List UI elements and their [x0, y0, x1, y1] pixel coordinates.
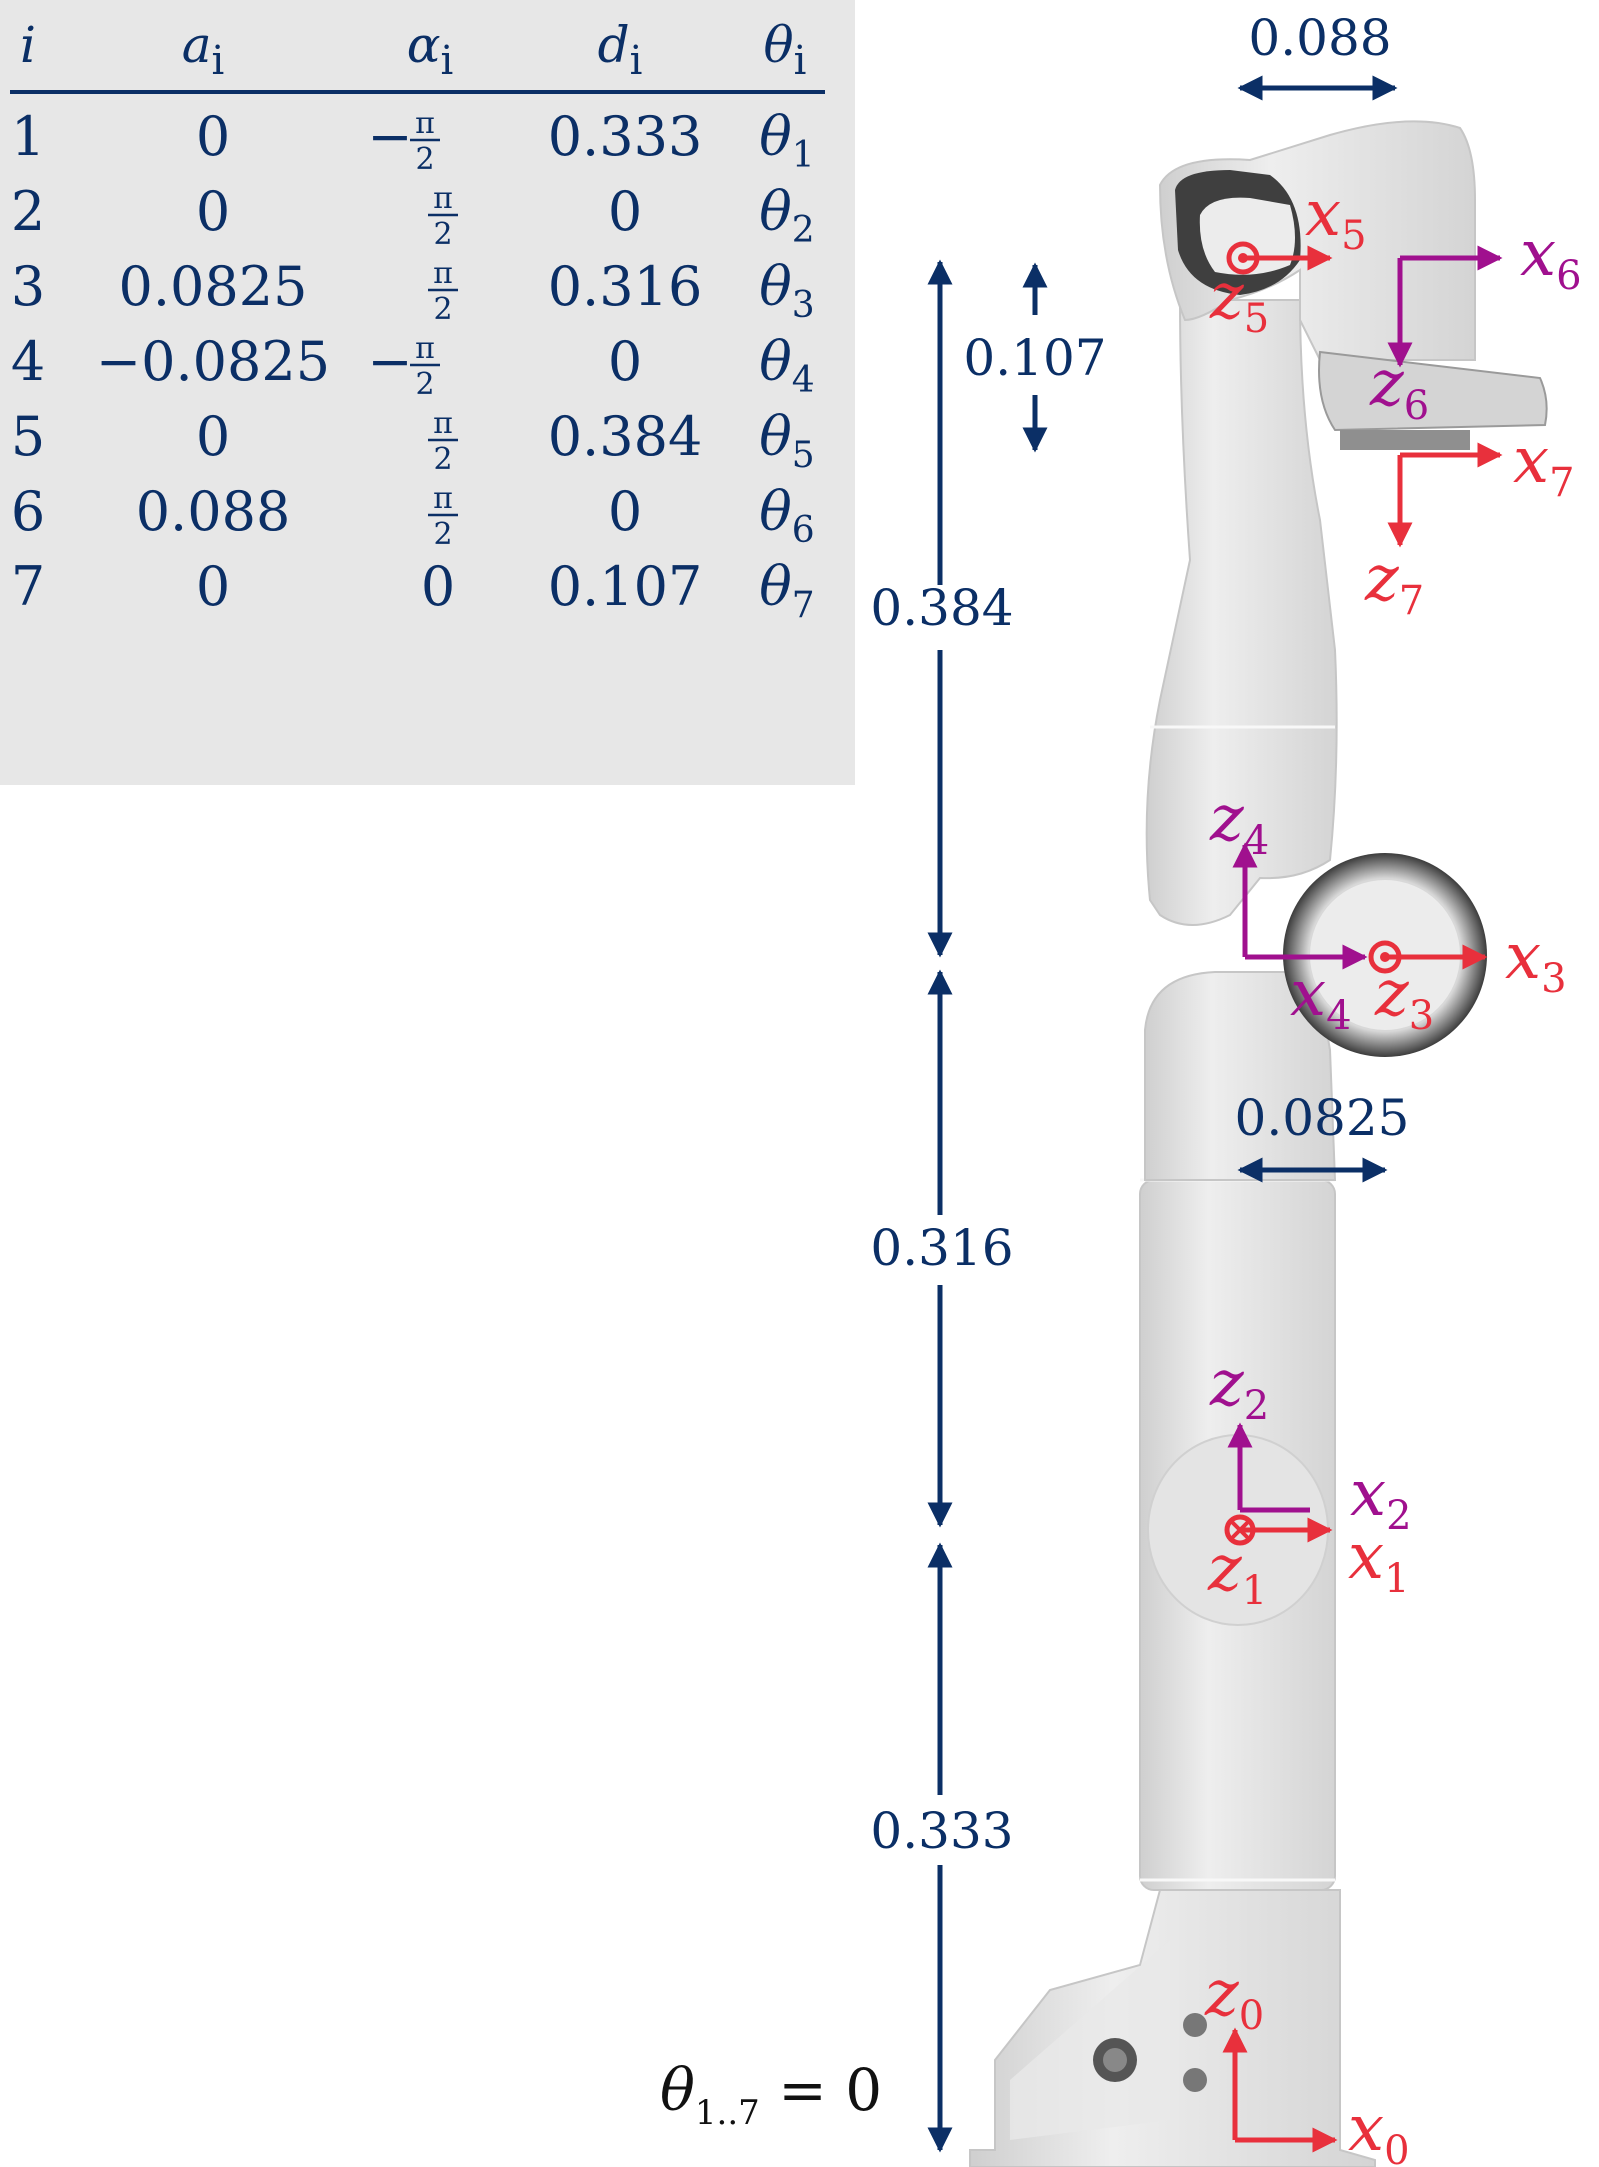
cell-a: −0.0825 [96, 330, 330, 393]
dh-parameter-table [0, 0, 855, 785]
label-x4: x4 [1290, 957, 1352, 1039]
robot-link-upper [1145, 299, 1338, 926]
dim-label-top-width: 0.088 [1248, 9, 1391, 67]
table-row: 6 0.088 π2 0 θ6 [11, 480, 815, 552]
coordinate-frames: z0 x0 z2 x2 x1 z1 z4 x4 z3 x3 x5 z5 x6 z… [1204, 177, 1582, 2167]
label-x2: x2 [1350, 1457, 1412, 1539]
dim-label-elbow-offset: 0.0825 [1235, 1089, 1410, 1147]
cell-i: 1 [11, 105, 45, 168]
cell-alpha-numerator: π [415, 106, 435, 141]
cell-d: 0 [608, 180, 642, 243]
cell-alpha-denominator: 2 [433, 292, 452, 327]
label-x6: x6 [1520, 217, 1582, 299]
label-x1: x1 [1348, 1520, 1410, 1602]
z5-out-of-page-icon [1226, 241, 1260, 275]
cell-i: 7 [11, 555, 45, 618]
cell-alpha-numerator: π [433, 406, 453, 441]
cell-alpha-denominator: 2 [433, 517, 452, 552]
cell-i: 6 [11, 480, 45, 543]
cell-alpha-numerator: π [433, 256, 453, 291]
cell-alpha-numerator: π [415, 331, 435, 366]
label-x0: x0 [1348, 2092, 1410, 2167]
label-z3: z3 [1374, 957, 1434, 1039]
cell-theta: θ3 [759, 255, 814, 326]
label-x3: x3 [1505, 920, 1567, 1002]
cell-alpha-denominator: 2 [433, 442, 452, 477]
dim-label-mid-length: 0.316 [870, 1219, 1013, 1277]
cell-d: 0.333 [548, 105, 703, 168]
cell-theta: θ7 [759, 555, 814, 626]
cell-d: 0 [608, 480, 642, 543]
cell-alpha-denominator: 2 [415, 367, 434, 402]
cell-d: 0.107 [548, 555, 703, 618]
cell-a: 0 [196, 180, 230, 243]
table-row: 5 0 π2 0.384 θ5 [11, 405, 815, 477]
cell-i: 3 [11, 255, 45, 318]
dimension-annotations: 0.088 0.107 0.384 0.0825 0.316 0.333 [870, 9, 1410, 2153]
cell-alpha-denominator: 2 [415, 142, 434, 177]
label-z0: z0 [1204, 1957, 1264, 2039]
table-body: 1 0− π2 0.333 θ12 0 π2 0 θ23 0.0825 π2 0.316 θ34 −0.0… [11, 105, 815, 626]
cell-theta: θ6 [759, 480, 814, 551]
label-z7: z7 [1364, 542, 1424, 624]
cell-a: 0 [196, 555, 230, 618]
label-z5: z5 [1209, 260, 1269, 342]
cell-a: 0.088 [136, 480, 291, 543]
dim-label-upper-length: 0.384 [870, 579, 1013, 637]
cell-i: 5 [11, 405, 45, 468]
joint-config-label: θ1..7 = 0 [660, 2056, 882, 2133]
cell-d: 0.384 [548, 405, 703, 468]
cell-alpha: 0 [421, 555, 455, 618]
cell-d: 0.316 [548, 255, 703, 318]
cell-theta: θ2 [759, 180, 814, 251]
header-i: i [20, 16, 36, 74]
header-theta: θi [764, 16, 807, 84]
cell-theta: θ5 [759, 405, 814, 476]
label-z4: z4 [1209, 782, 1269, 864]
label-x5: x5 [1305, 177, 1367, 259]
label-z1: z1 [1207, 1532, 1267, 1614]
z1-into-page-icon [1224, 1514, 1256, 1546]
table-row: 4 −0.0825− π2 0 θ4 [11, 330, 815, 402]
table-header-row: i ai αi di θi [20, 16, 806, 84]
cell-a: 0.0825 [119, 255, 308, 318]
z3-out-of-page-icon [1368, 940, 1402, 974]
cell-theta: θ4 [759, 330, 814, 401]
cell-d: 0 [608, 330, 642, 393]
dim-label-base-length: 0.333 [870, 1802, 1013, 1860]
label-z6: z6 [1369, 347, 1429, 429]
cell-a: 0 [196, 105, 230, 168]
label-z2: z2 [1209, 1347, 1269, 1429]
cell-alpha-denominator: 2 [433, 217, 452, 252]
cell-i: 2 [11, 180, 45, 243]
label-x7: x7 [1513, 424, 1575, 506]
header-a: ai [182, 16, 225, 84]
table-row: 1 0 − π2 0.333 θ1 [11, 105, 815, 177]
cell-i: 4 [11, 330, 45, 393]
cell-a: 0 [196, 405, 230, 468]
header-alpha: αi [407, 16, 454, 84]
header-d: di [598, 16, 643, 84]
table-row: 7 0 0 0.107 θ7 [11, 555, 815, 626]
robot-flange [1318, 350, 1548, 432]
table-row: 2 0 π2 0 θ2 [11, 180, 815, 252]
dim-label-wrist-offset: 0.107 [963, 329, 1106, 387]
table-row: 3 0.0825 π2 0.316 θ3 [11, 255, 815, 327]
cell-alpha-numerator: π [433, 181, 453, 216]
cell-alpha-numerator: π [433, 481, 453, 516]
cell-alpha-sign: − [367, 330, 412, 393]
cell-alpha-sign: − [367, 105, 412, 168]
cell-theta: θ1 [759, 105, 814, 176]
